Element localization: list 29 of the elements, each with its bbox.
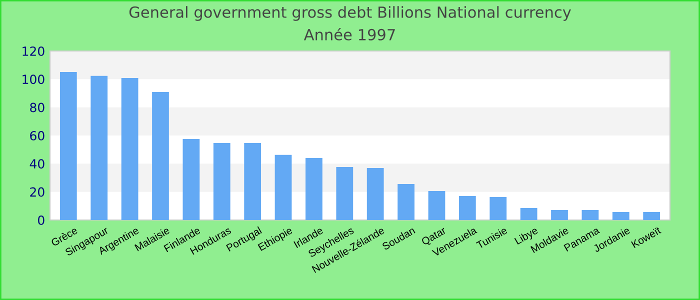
bar <box>643 212 660 220</box>
bar <box>244 142 262 220</box>
y-tick-label: 0 <box>38 215 44 225</box>
bar <box>152 92 169 220</box>
y-tick-label: 100 <box>22 74 44 84</box>
bar <box>306 158 322 220</box>
bar <box>428 190 446 220</box>
bar <box>520 208 538 220</box>
y-tick-label: 20 <box>30 187 44 197</box>
bar <box>612 212 630 220</box>
bar <box>336 167 354 220</box>
chart-subtitle: Année 1997 <box>304 28 395 40</box>
y-tick-label: 120 <box>22 46 44 56</box>
bar <box>60 72 77 220</box>
bar <box>458 196 476 220</box>
bar <box>398 184 414 220</box>
bar <box>90 76 108 220</box>
chart-title: General government gross debt Billions National currency <box>129 6 571 21</box>
bar <box>490 197 507 220</box>
bar <box>213 142 230 220</box>
bar <box>121 78 138 220</box>
bar <box>551 210 568 220</box>
bar <box>182 139 200 220</box>
bar <box>366 168 384 220</box>
y-tick-label: 60 <box>30 130 44 140</box>
bar <box>274 154 292 220</box>
bar <box>582 210 599 220</box>
y-tick-label: 40 <box>30 159 44 169</box>
y-tick-label: 80 <box>30 102 44 112</box>
